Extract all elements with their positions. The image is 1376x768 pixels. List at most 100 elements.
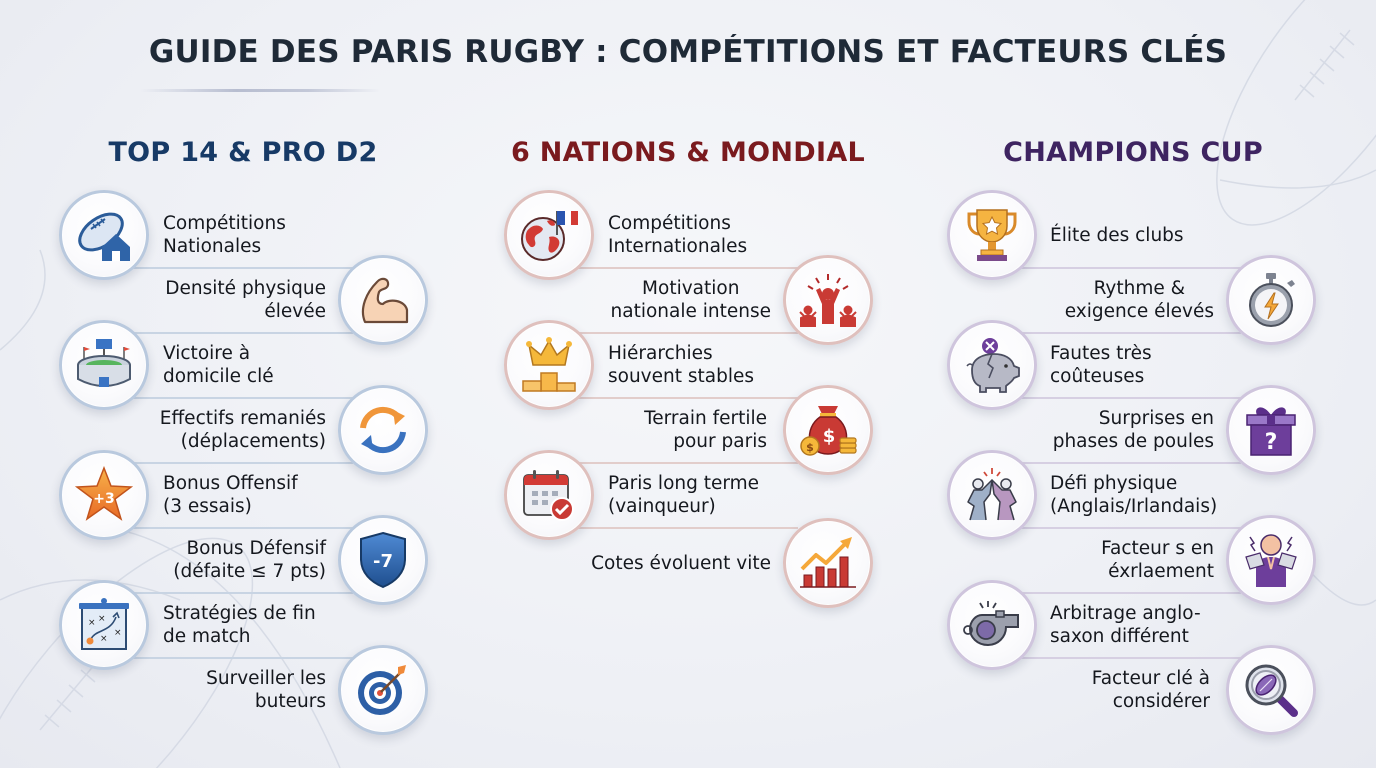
star-plus3-icon: +3 — [59, 450, 149, 540]
title-underline — [140, 89, 380, 92]
list-item: Stratégies de fin de match — [163, 593, 363, 657]
item-text-line2: souvent stables — [608, 366, 755, 387]
divider — [128, 332, 353, 334]
item-text-line2: (Anglais/Irlandais) — [1050, 496, 1218, 517]
divider — [573, 267, 798, 269]
list-item: Surveiller les buteurs — [128, 658, 326, 722]
list-item: Victoire à domicile clé — [163, 333, 363, 397]
item-text-line1: Élite des clubs — [1050, 224, 1184, 246]
stadium-icon — [59, 320, 149, 410]
list-item: Compétitions Internationales — [608, 203, 808, 267]
divider — [128, 267, 353, 269]
list-item: Arbitrage anglo-saxon différent — [1050, 593, 1250, 657]
divider — [128, 397, 353, 399]
rugby-ball-house-icon — [59, 190, 149, 280]
divider — [128, 592, 353, 594]
divider — [1016, 592, 1241, 594]
item-text-line2: phases de poules — [1052, 431, 1214, 452]
item-text-line2: considérer — [1112, 691, 1210, 712]
crown-podium-icon — [504, 320, 594, 410]
column-title-six-nations: 6 NATIONS & MONDIAL — [510, 137, 866, 168]
money-bag-icon: $ $ — [783, 385, 873, 475]
item-text-line2: saxon différent — [1050, 626, 1189, 647]
globe-flag-icon — [504, 190, 594, 280]
item-text-line2: buteurs — [254, 691, 326, 712]
cheering-crowd-icon — [783, 255, 873, 345]
stopwatch-lightning-icon — [1226, 255, 1316, 345]
broken-piggy-bank-icon — [947, 320, 1037, 410]
divider — [1016, 657, 1241, 659]
list-item: Défi physique (Anglais/Irlandais) — [1050, 463, 1250, 527]
item-text-line1: Cotes évoluent vite — [591, 552, 771, 574]
shield-minus7-icon: -7 — [338, 515, 428, 605]
item-text-line2: exigence élevés — [1064, 301, 1214, 322]
list-item: Paris long terme (vainqueur) — [608, 463, 808, 527]
list-item: Rythme & exigence élevés — [1016, 268, 1214, 332]
item-text-line1: Densité physique — [165, 278, 326, 299]
divider — [573, 397, 798, 399]
divider — [128, 657, 353, 659]
whistle-icon — [947, 580, 1037, 670]
item-text-line1: Bonus Offensif — [163, 473, 298, 494]
divider — [573, 527, 798, 529]
item-text-line1: Surveiller les — [206, 668, 326, 689]
divider — [128, 527, 353, 529]
magnifier-rugby-ball-icon — [1226, 645, 1316, 735]
item-text-line1: Arbitrage anglo- — [1050, 603, 1201, 624]
calendar-check-icon — [504, 450, 594, 540]
column-title-top14: TOP 14 & PRO D2 — [108, 137, 378, 168]
item-text-line2: Internationales — [608, 236, 748, 257]
list-item: Compétitions Nationales — [163, 203, 363, 267]
svg-text:+3: +3 — [93, 491, 114, 507]
item-text-line2: (vainqueur) — [608, 496, 716, 517]
divider — [1016, 527, 1241, 529]
item-text-line2: Nationales — [163, 236, 262, 257]
page-title: GUIDE DES PARIS RUGBY : COMPÉTITIONS ET … — [148, 34, 1228, 70]
divider — [573, 462, 798, 464]
item-text-line1: Victoire à — [163, 343, 251, 364]
svg-text:?: ? — [1265, 430, 1278, 455]
item-text-line1: Facteur s en — [1101, 538, 1214, 559]
divider — [1016, 332, 1241, 334]
target-arrow-icon — [338, 645, 428, 735]
rotation-arrows-icon — [338, 385, 428, 475]
item-text-line1: Compétitions — [608, 213, 731, 234]
item-text-line1: Paris long terme — [608, 473, 760, 494]
item-text-line2: (3 essais) — [163, 496, 252, 517]
divider — [573, 332, 798, 334]
divider — [1016, 267, 1241, 269]
item-text-line1: Facteur clé à — [1091, 668, 1210, 689]
list-item: Terrain fertile pour paris — [573, 398, 767, 462]
svg-text:×: × — [114, 628, 122, 638]
svg-text:×: × — [88, 618, 96, 628]
tactics-board-icon: × × × × — [59, 580, 149, 670]
list-item: Cotes évoluent vite — [563, 531, 771, 595]
svg-text:$: $ — [823, 426, 836, 447]
mystery-gift-icon: ? — [1226, 385, 1316, 475]
list-item: Fautes très coûteuses — [1050, 333, 1250, 397]
list-item: Facteur clé à considérer — [1016, 658, 1210, 722]
item-text-line1: Compétitions — [163, 213, 286, 234]
rising-chart-icon — [783, 518, 873, 608]
item-text-line2: élevée — [264, 301, 326, 322]
item-text-line1: Surprises en — [1098, 408, 1214, 429]
list-item: Bonus Défensif (défaite ≤ 7 pts) — [128, 528, 326, 592]
list-item: Densité physique élevée — [128, 268, 326, 332]
stressed-person-icon — [1226, 515, 1316, 605]
item-text-line2: nationale intense — [610, 301, 771, 322]
clashing-players-icon — [947, 450, 1037, 540]
svg-text:×: × — [100, 634, 108, 644]
item-text-line2: domicile clé — [163, 366, 274, 387]
item-text-line1: Stratégies de fin — [163, 603, 316, 624]
flexed-bicep-icon — [338, 255, 428, 345]
divider — [128, 462, 353, 464]
item-text-line1: Défi physique — [1050, 473, 1178, 494]
item-text-line2: (déplacements) — [180, 431, 326, 452]
item-text-line2: pour paris — [673, 431, 767, 452]
item-text-line1: Effectifs remaniés — [159, 408, 326, 429]
column-title-champions-cup: CHAMPIONS CUP — [1003, 137, 1263, 168]
list-item: Élite des clubs — [1050, 203, 1250, 267]
svg-text:$: $ — [806, 441, 814, 454]
list-item: Facteur s en éxrlaement — [1016, 528, 1214, 592]
trophy-icon — [947, 190, 1037, 280]
